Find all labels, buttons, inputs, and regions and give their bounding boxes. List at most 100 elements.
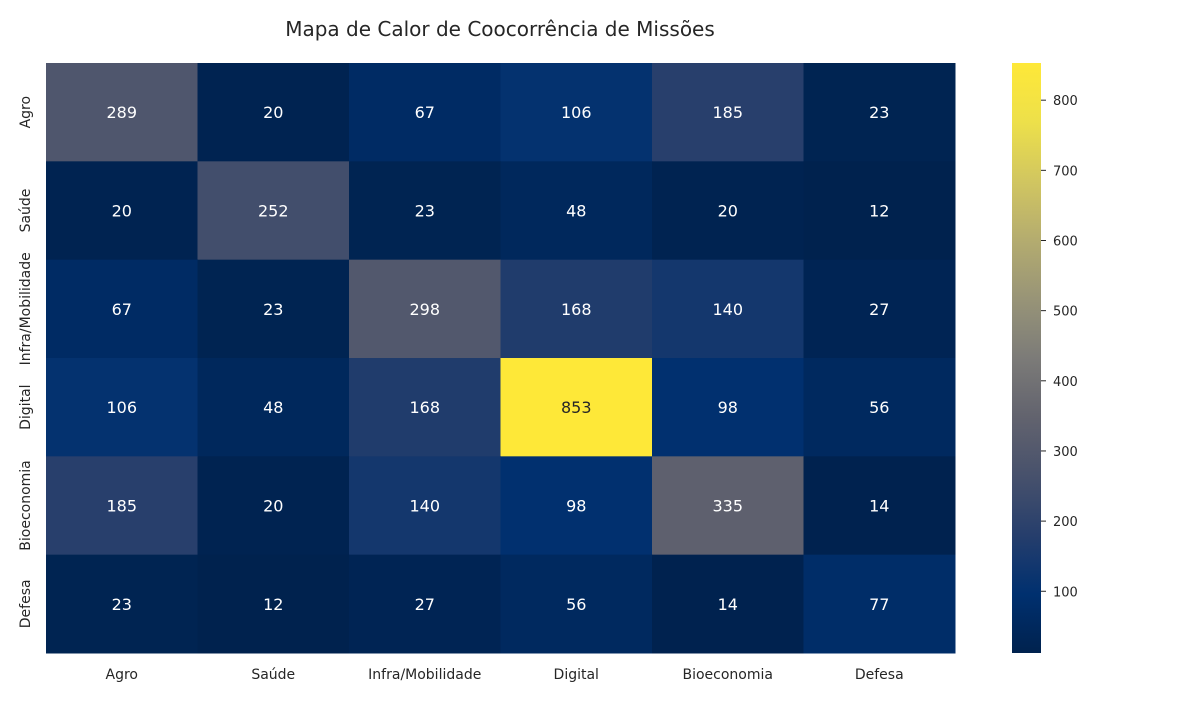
heatmap-cell xyxy=(652,259,804,359)
heatmap-cell xyxy=(803,63,956,162)
cell-value-label: 20 xyxy=(263,497,283,516)
heatmap-cell xyxy=(500,358,653,457)
colorbar-tick-label: 400 xyxy=(1053,375,1078,390)
cell-value-label: 98 xyxy=(718,398,738,417)
x-tick-label: Saúde xyxy=(251,667,295,683)
heatmap-cell xyxy=(46,161,198,261)
cell-value-label: 252 xyxy=(258,202,289,221)
chart-title: Mapa de Calor de Coocorrência de Missões xyxy=(285,17,715,41)
cell-value-label: 27 xyxy=(869,300,889,319)
colorbar-tick-label: 300 xyxy=(1053,445,1078,460)
cell-value-label: 23 xyxy=(263,300,283,319)
heatmap-cell xyxy=(500,554,653,654)
heatmap-cell xyxy=(652,554,804,654)
heatmap-cell xyxy=(46,358,198,457)
x-tick-label: Agro xyxy=(106,667,138,683)
heatmap-cell xyxy=(197,456,350,556)
y-tick-label: Bioeconomia xyxy=(18,460,34,550)
heatmap-cell xyxy=(349,259,501,359)
y-tick-label: Defesa xyxy=(18,579,34,628)
heatmap-cell xyxy=(500,63,653,162)
cell-value-label: 12 xyxy=(263,595,283,614)
cell-value-label: 20 xyxy=(263,103,283,122)
heatmap-cell xyxy=(197,63,350,162)
cell-value-label: 12 xyxy=(869,202,889,221)
heatmap-cell xyxy=(803,554,956,654)
cell-value-label: 335 xyxy=(712,497,743,516)
cell-value-label: 289 xyxy=(106,103,137,122)
cell-value-label: 185 xyxy=(106,497,137,516)
cell-value-label: 106 xyxy=(106,398,137,417)
cell-value-label: 77 xyxy=(869,595,889,614)
y-axis-ticks: Agro Saúde Infra/Mobilidade Digital Bioecono… xyxy=(18,96,34,628)
cell-value-label: 98 xyxy=(566,497,586,516)
cell-value-label: 23 xyxy=(869,103,889,122)
heatmap-cell xyxy=(803,456,956,556)
heatmap-cell xyxy=(46,456,198,556)
heatmap-cell xyxy=(349,554,501,654)
y-tick-label: Infra/Mobilidade xyxy=(18,252,34,365)
colorbar-tick-label: 200 xyxy=(1053,515,1078,530)
x-tick-label: Bioeconomia xyxy=(683,667,773,683)
x-tick-label: Digital xyxy=(554,667,599,683)
cell-value-label: 14 xyxy=(718,595,738,614)
cell-value-label: 20 xyxy=(112,202,132,221)
heatmap-cell xyxy=(349,456,501,556)
heatmap-cells: 289 20 67 106 185 23 20 252 23 48 20 12 67 23 298 168 14… xyxy=(46,63,956,654)
cell-value-label: 168 xyxy=(409,398,440,417)
colorbar-tick-label: 700 xyxy=(1053,164,1078,179)
cell-value-label: 48 xyxy=(566,202,586,221)
heatmap-cell xyxy=(46,554,198,654)
colorbar-tick-label: 800 xyxy=(1053,94,1078,109)
heatmap-cell xyxy=(197,161,350,261)
y-tick-label: Agro xyxy=(18,96,34,128)
cell-value-label: 168 xyxy=(561,300,592,319)
heatmap-cell xyxy=(349,63,501,162)
cell-value-label: 23 xyxy=(415,202,435,221)
heatmap-cell xyxy=(197,358,350,457)
cell-value-label: 67 xyxy=(415,103,435,122)
cell-value-label: 298 xyxy=(409,300,440,319)
y-tick-label: Saúde xyxy=(18,189,34,233)
heatmap-cell xyxy=(652,161,804,261)
cell-value-label: 67 xyxy=(112,300,132,319)
colorbar-tick-label: 600 xyxy=(1053,234,1078,249)
colorbar-tick-label: 100 xyxy=(1053,585,1078,600)
heatmap-cell xyxy=(46,63,198,162)
cell-value-label: 56 xyxy=(566,595,586,614)
heatmap-cell xyxy=(500,161,653,261)
heatmap-cell xyxy=(197,259,350,359)
heatmap-cell xyxy=(803,259,956,359)
heatmap-cell xyxy=(46,259,198,359)
colorbar xyxy=(1012,63,1041,653)
cell-value-label: 14 xyxy=(869,497,889,516)
cell-value-label: 27 xyxy=(415,595,435,614)
heatmap-cell xyxy=(803,358,956,457)
cell-value-label: 23 xyxy=(112,595,132,614)
heatmap-cell xyxy=(349,358,501,457)
cell-value-label: 48 xyxy=(263,398,283,417)
cell-value-label: 185 xyxy=(712,103,743,122)
heatmap-cell xyxy=(197,554,350,654)
heatmap-cell xyxy=(500,259,653,359)
heatmap-cell xyxy=(652,358,804,457)
cell-value-label: 140 xyxy=(409,497,440,516)
heatmap-cell xyxy=(500,456,653,556)
x-tick-label: Infra/Mobilidade xyxy=(368,667,481,683)
heatmap-cell xyxy=(652,63,804,162)
x-axis-ticks: Agro Saúde Infra/Mobilidade Digital Bioecono… xyxy=(106,667,904,683)
heatmap-cell xyxy=(803,161,956,261)
cell-value-label: 140 xyxy=(712,300,743,319)
y-tick-label: Digital xyxy=(18,384,34,429)
cell-value-label: 853 xyxy=(561,398,592,417)
cell-value-label: 56 xyxy=(869,398,889,417)
heatmap-cell xyxy=(349,161,501,261)
colorbar-tick-label: 500 xyxy=(1053,305,1078,320)
colorbar-ticks: 100 200 300 400 500 600 700 800 xyxy=(1041,94,1078,600)
cell-value-label: 20 xyxy=(718,202,738,221)
x-tick-label: Defesa xyxy=(855,667,904,683)
cell-value-label: 106 xyxy=(561,103,592,122)
heatmap-cell xyxy=(652,456,804,556)
